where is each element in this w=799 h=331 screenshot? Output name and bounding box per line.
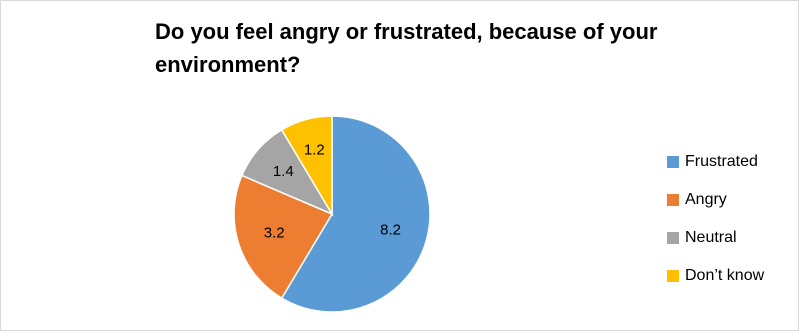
legend: Frustrated Angry Neutral Don’t know [667,143,764,295]
legend-label-angry: Angry [685,191,727,208]
data-label-frustrated: 8.2 [380,222,401,239]
legend-item-frustrated: Frustrated [667,143,764,181]
legend-label-dont-know: Don’t know [685,267,765,284]
legend-swatch-frustrated [667,156,679,168]
pie-slice-frustrated [280,115,431,313]
legend-swatch-angry [667,194,679,206]
chart-title: Do you feel angry or frustrated, because… [155,19,658,77]
legend-label-neutral: Neutral [685,229,737,246]
legend-label-frustrated: Frustrated [685,153,758,170]
legend-item-neutral: Neutral [667,219,764,257]
data-label-dont-know: 1.2 [304,141,325,158]
data-label-angry: 3.2 [264,224,285,241]
legend-swatch-neutral [667,232,679,244]
legend-item-angry: Angry [667,181,764,219]
pie-slice-dont-know [280,115,333,217]
legend-swatch-dont-know [667,270,679,282]
legend-item-dont-know: Don’t know [667,257,764,295]
data-label-neutral: 1.4 [273,163,294,180]
pie-slice-angry [233,174,334,300]
